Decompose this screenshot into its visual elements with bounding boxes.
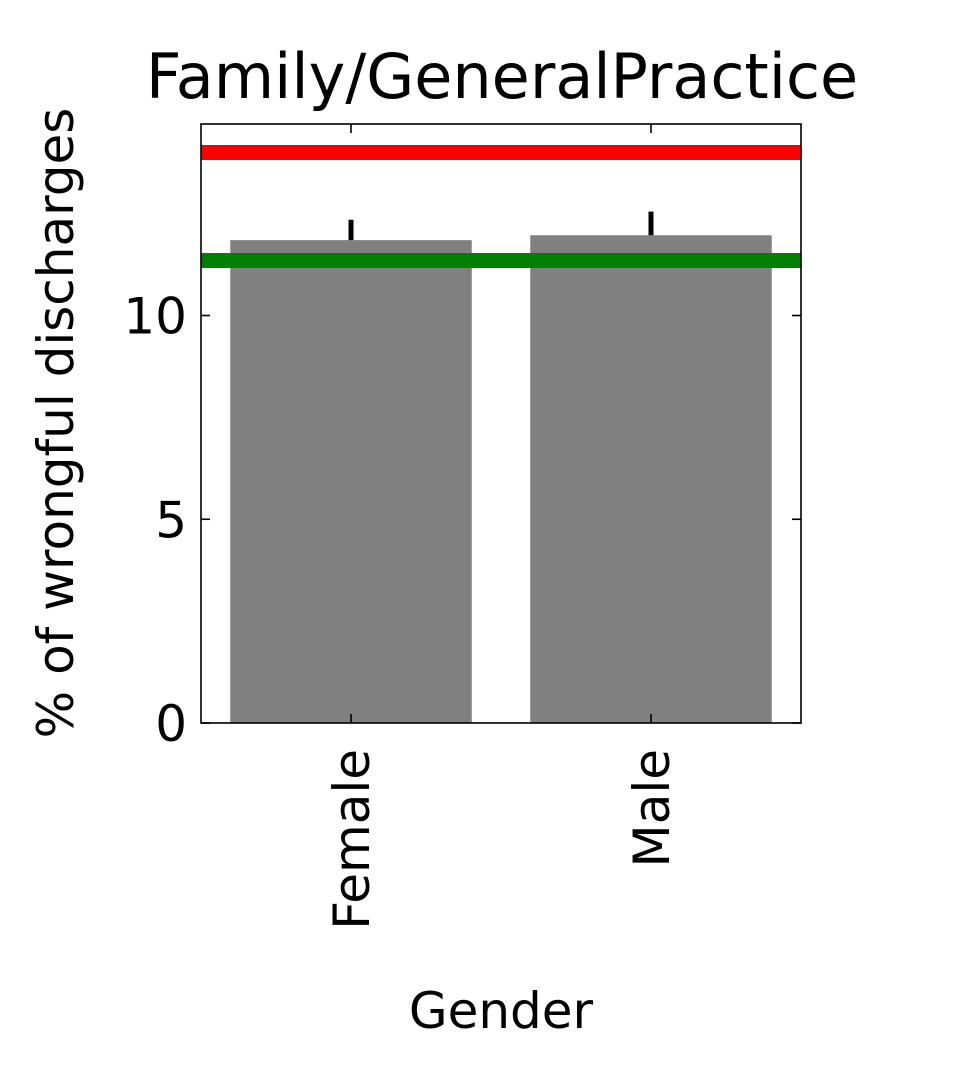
- y-tick-label: 5: [155, 491, 187, 549]
- plot-area: [201, 124, 801, 724]
- chart-title: Family/GeneralPractice: [146, 40, 858, 113]
- x-tick-label-male: Male: [623, 749, 681, 867]
- y-tick-label: 0: [155, 695, 187, 753]
- x-axis-label: Gender: [409, 982, 594, 1040]
- x-tick-label-female: Female: [323, 749, 381, 930]
- bar-male: [530, 235, 772, 723]
- y-axis-label: % of wrongful discharges: [27, 108, 85, 739]
- plot-frame: [200, 123, 802, 724]
- y-tick-label: 10: [123, 288, 187, 346]
- bar-female: [230, 240, 472, 723]
